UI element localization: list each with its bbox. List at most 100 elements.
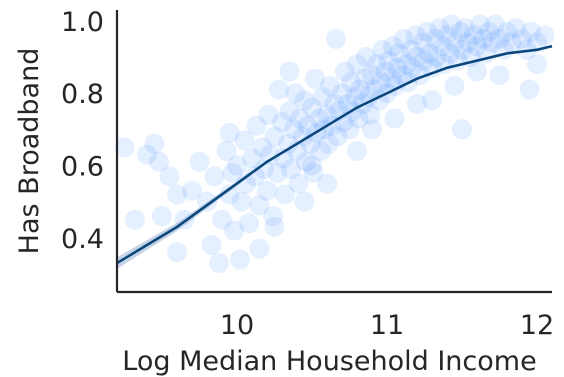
scatter-point: [246, 115, 267, 136]
scatter-point: [354, 68, 375, 89]
scatter-point: [260, 144, 280, 165]
scatter-point: [356, 47, 376, 67]
scatter-point: [425, 28, 445, 49]
scatter-point: [519, 79, 540, 100]
scatter-point: [264, 216, 285, 237]
scatter-point: [279, 61, 300, 82]
scatter-point: [365, 79, 385, 100]
scatter-point: [189, 151, 210, 172]
scatter-point: [224, 220, 244, 241]
scatter-point: [294, 191, 315, 212]
scatter-point: [317, 173, 337, 194]
scatter-point: [257, 180, 277, 201]
scatter-point: [506, 18, 526, 39]
scatter-point: [204, 166, 225, 187]
scatter-point: [290, 108, 310, 129]
scatter-point: [219, 184, 240, 205]
scatter-point: [489, 65, 510, 86]
scatter-point: [444, 75, 465, 96]
scatter-point: [167, 184, 187, 205]
y-tick-label: 0.4: [61, 224, 104, 255]
scatter-point: [281, 159, 301, 180]
scatter-point: [311, 141, 331, 161]
scatter-point: [393, 28, 414, 49]
scatter-point: [284, 119, 304, 140]
scatter-point: [149, 151, 169, 172]
scatter-point: [432, 36, 453, 57]
scatter-point: [387, 57, 408, 78]
scatter-point: [242, 148, 262, 169]
y-axis-ticks: 0.4 0.6 0.8 1.0: [61, 7, 104, 255]
scatter-point: [470, 14, 490, 35]
scatter-point: [479, 21, 499, 42]
scatter-point: [381, 68, 402, 89]
scatter-point: [501, 32, 522, 53]
scatter-point: [239, 213, 259, 234]
y-tick-label: 0.8: [61, 79, 104, 110]
scatter-point: [345, 86, 366, 107]
scatter-point: [318, 133, 339, 154]
scatter-point: [452, 119, 472, 140]
scatter-point: [534, 25, 555, 46]
scatter-point: [384, 108, 405, 129]
scatter-point: [263, 206, 283, 227]
scatter-point: [350, 79, 370, 100]
scatter-point: [317, 104, 337, 125]
scatter-point: [296, 151, 316, 172]
scatter-point: [309, 108, 330, 129]
scatter-point: [371, 72, 391, 93]
scatter-point: [402, 57, 423, 78]
scatter-point: [347, 141, 367, 161]
scatter-point: [464, 25, 484, 46]
x-tick-label: 11: [370, 310, 404, 341]
scatter-point: [320, 75, 340, 96]
scatter-point: [249, 238, 270, 259]
x-axis-ticks: 10 11 12: [220, 310, 554, 341]
scatter-point: [227, 155, 247, 176]
scatter-point: [335, 61, 355, 82]
scatter-point: [288, 173, 309, 194]
scatter-point: [407, 47, 427, 67]
scatter-point: [324, 94, 345, 114]
scatter-point: [426, 47, 447, 67]
scatter-point: [159, 166, 180, 187]
scatter-point: [137, 144, 157, 165]
scatter-point: [279, 101, 300, 122]
scatter-point: [417, 21, 438, 42]
scatter-point: [378, 50, 399, 71]
scatter-point: [485, 14, 505, 35]
scatter-point: [434, 54, 454, 75]
scatter-point: [209, 253, 229, 274]
scatter-point: [467, 61, 487, 82]
scatter-point: [273, 148, 294, 169]
scatter-point: [302, 97, 322, 118]
scatter-point: [144, 133, 165, 154]
scatter-point: [249, 195, 270, 216]
scatter-point: [512, 28, 532, 49]
scatter-point: [419, 43, 439, 64]
x-tick-label: 10: [220, 310, 254, 341]
scatter-point: [444, 32, 465, 53]
scatter-point: [312, 86, 333, 107]
scatter-point: [234, 130, 255, 151]
scatter-point: [278, 133, 298, 154]
scatter-point: [252, 137, 273, 158]
scatter-point: [303, 162, 324, 183]
y-tick-label: 0.6: [61, 152, 104, 183]
scatter-point: [489, 28, 510, 49]
scatter-point: [383, 36, 403, 57]
x-axis-label: Log Median Household Income: [122, 346, 536, 377]
scatter-point: [405, 25, 426, 46]
scatter-point: [258, 104, 279, 125]
scatter-point: [441, 14, 462, 35]
scatter-point: [216, 141, 237, 161]
scatter-point: [392, 65, 412, 86]
fit-line: [116, 44, 553, 265]
scatter-point: [366, 54, 387, 75]
scatter-point: [450, 21, 471, 42]
scatter-point: [362, 119, 382, 140]
scatter-point: [182, 180, 202, 201]
scatter-points: [114, 14, 555, 274]
